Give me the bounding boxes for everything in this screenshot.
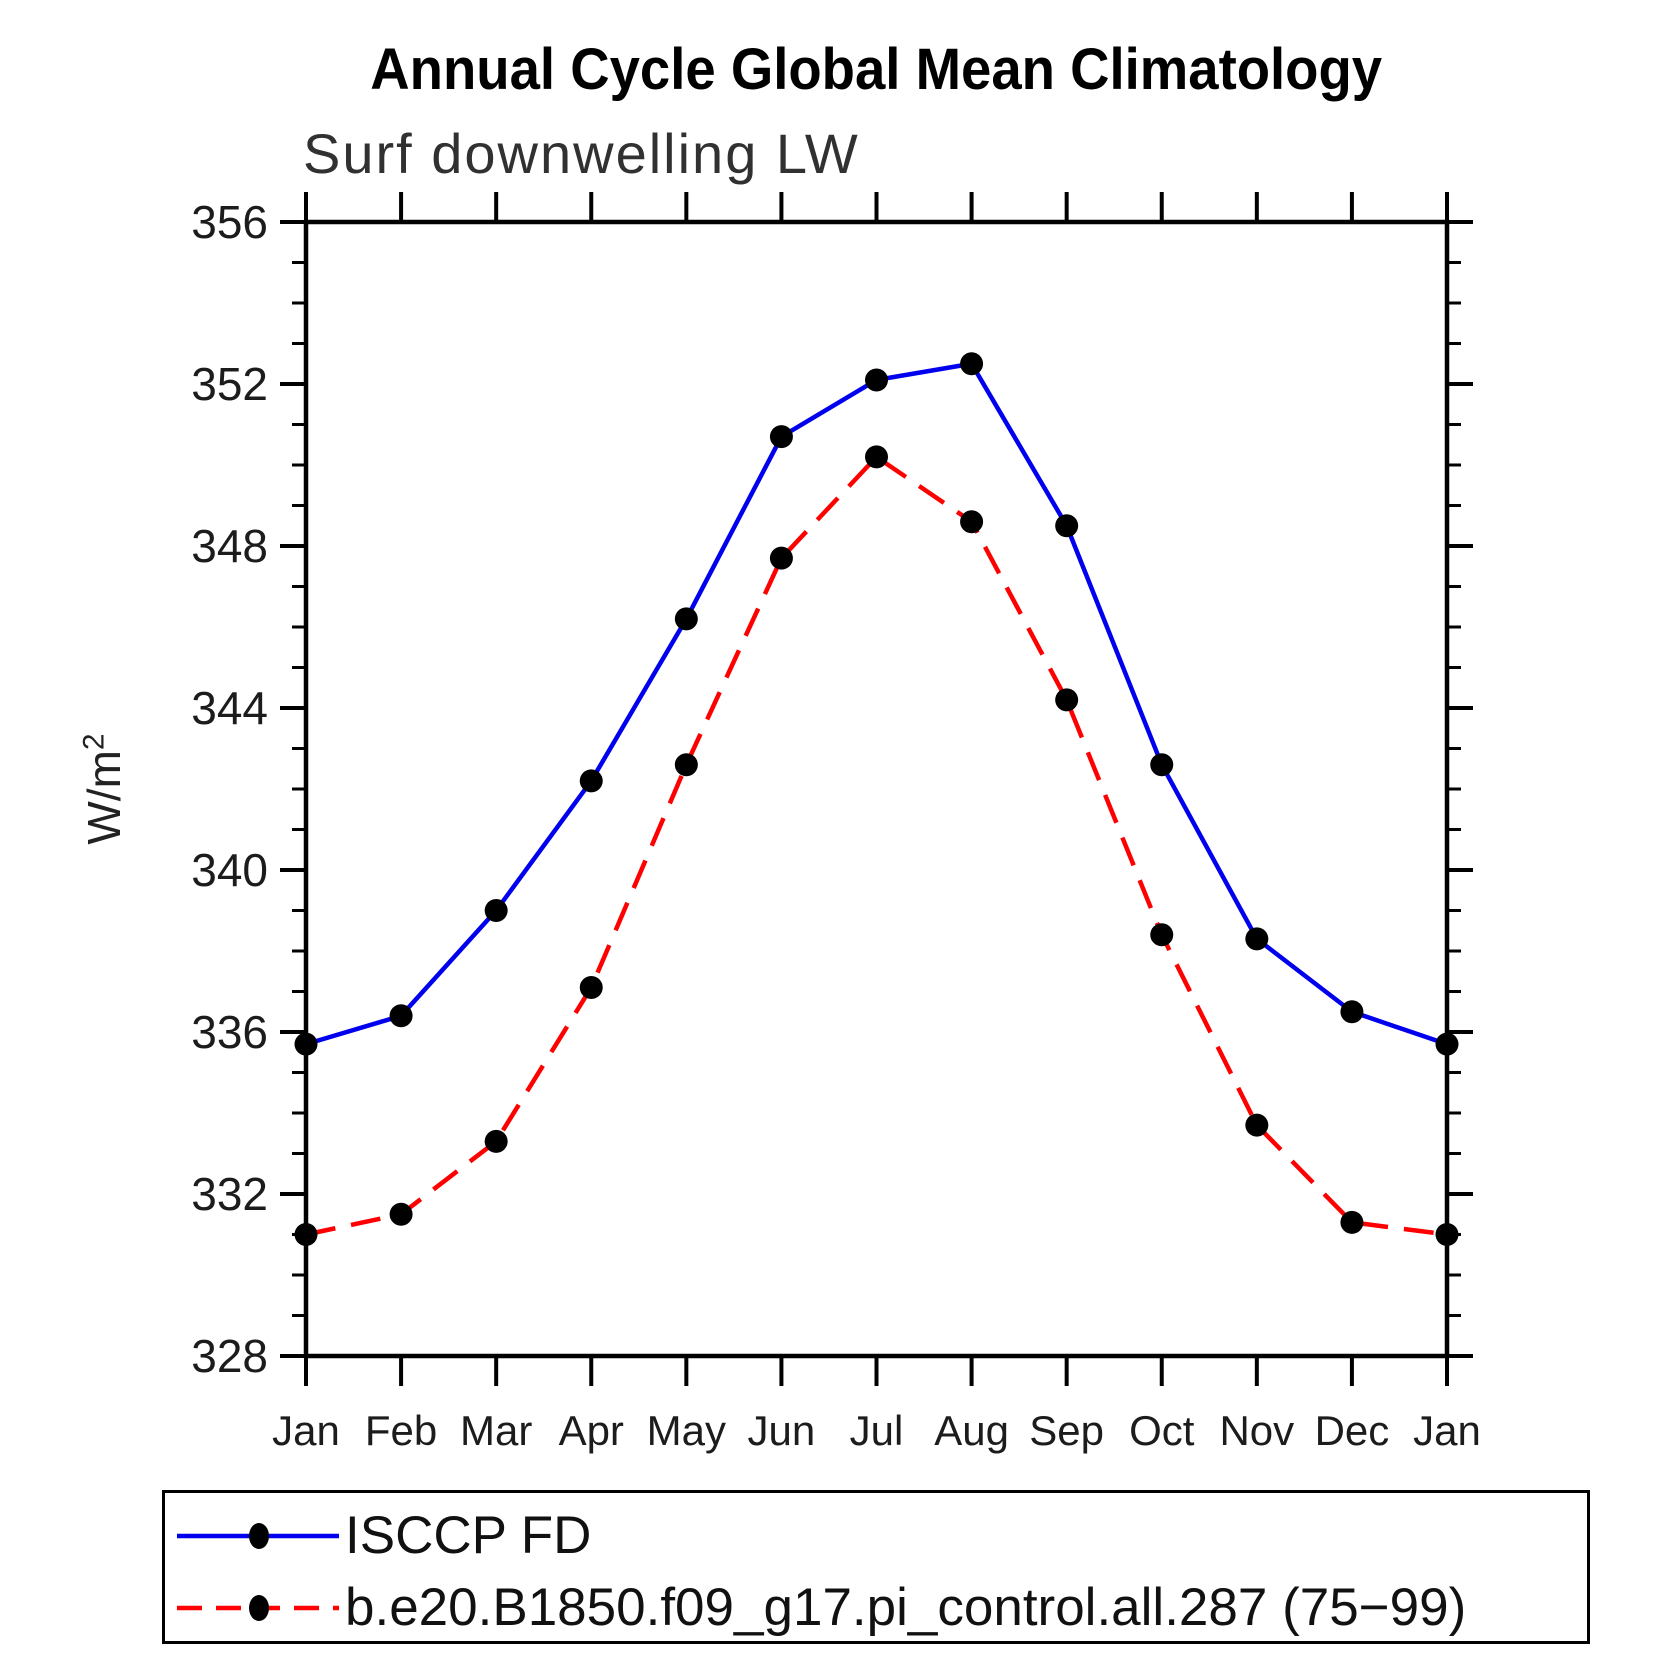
data-point-marker — [1245, 927, 1269, 951]
data-point-marker — [769, 546, 793, 570]
data-point-marker — [1245, 1113, 1269, 1137]
x-tick-label: Mar — [460, 1407, 532, 1454]
legend-line-sample-model-run — [177, 1595, 339, 1621]
data-point-marker — [389, 1202, 413, 1226]
data-point-marker — [1435, 1223, 1459, 1246]
data-point-marker — [865, 445, 888, 469]
data-point-marker — [769, 425, 793, 449]
legend-item-isccp-fd: ISCCP FD — [171, 1505, 591, 1565]
data-point-marker — [484, 1129, 508, 1153]
legend-item-model-run: b.e20.B1850.f09_g17.pi_control.all.287 (… — [171, 1577, 1466, 1637]
x-tick-label: Sep — [1029, 1407, 1104, 1454]
data-point-marker — [1055, 688, 1079, 712]
x-tick-label: Nov — [1219, 1407, 1294, 1454]
data-point-marker — [1340, 1210, 1364, 1234]
x-tick-label: Feb — [365, 1407, 437, 1454]
data-point-marker — [294, 1223, 318, 1246]
legend-label-model-run: b.e20.B1850.f09_g17.pi_control.all.287 (… — [345, 1577, 1467, 1637]
y-tick-label: 332 — [191, 1168, 268, 1220]
y-tick-label: 348 — [191, 520, 268, 572]
y-tick-label: 356 — [191, 196, 268, 248]
data-point-marker — [1435, 1032, 1459, 1056]
data-point-marker — [865, 368, 888, 392]
chart-title-text: Annual Cycle Global Mean Climatology — [370, 37, 1383, 102]
data-point-marker — [294, 1032, 318, 1056]
data-point-marker — [1150, 923, 1174, 947]
y-tick-label: 352 — [191, 358, 268, 410]
model-run-line — [305, 454, 1448, 1237]
x-tick-label: Jan — [1413, 1407, 1481, 1454]
legend-marker-dot — [249, 1523, 269, 1549]
x-tick-label: Oct — [1129, 1407, 1195, 1454]
x-tick-label: Dec — [1315, 1407, 1390, 1454]
x-tick-label: Jul — [850, 1407, 904, 1454]
chart-title: Annual Cycle Global Mean Climatology — [306, 37, 1447, 102]
legend-label-isccp-fd: ISCCP FD — [345, 1505, 592, 1565]
plot-area: Jan Feb Mar Apr May Jun Jul Aug Sep Oct Nov Dec Jan3… — [191, 192, 1481, 1454]
y-tick-label: 344 — [191, 682, 268, 734]
data-point-marker — [1150, 753, 1174, 777]
data-point-marker — [389, 1004, 413, 1028]
data-point-marker — [1340, 1000, 1364, 1024]
data-point-marker — [579, 769, 603, 793]
data-point-marker — [960, 510, 984, 534]
y-tick-label: 336 — [191, 1006, 268, 1058]
chart-subtitle: Surf downwelling LW — [303, 122, 860, 185]
legend-marker-dot — [249, 1595, 269, 1621]
y-tick-label: 328 — [191, 1330, 268, 1382]
x-tick-label: Jan — [272, 1407, 340, 1454]
data-point-marker — [674, 753, 698, 777]
x-tick-label: Jun — [748, 1407, 816, 1454]
data-point-marker — [674, 607, 698, 631]
x-tick-label: Aug — [934, 1407, 1009, 1454]
x-tick-label: Apr — [559, 1407, 624, 1454]
legend-box: ISCCP FD b.e20.B1850.f09_g17.pi_control.… — [162, 1490, 1590, 1644]
legend-line-sample-isccp-fd — [177, 1523, 339, 1549]
plot-frame — [303, 219, 1450, 1359]
data-point-marker — [579, 975, 603, 999]
data-point-marker — [1055, 514, 1079, 538]
data-point-marker — [960, 352, 984, 376]
x-tick-label: May — [647, 1407, 726, 1454]
data-point-marker — [484, 899, 508, 922]
y-tick-label: 340 — [191, 844, 268, 896]
